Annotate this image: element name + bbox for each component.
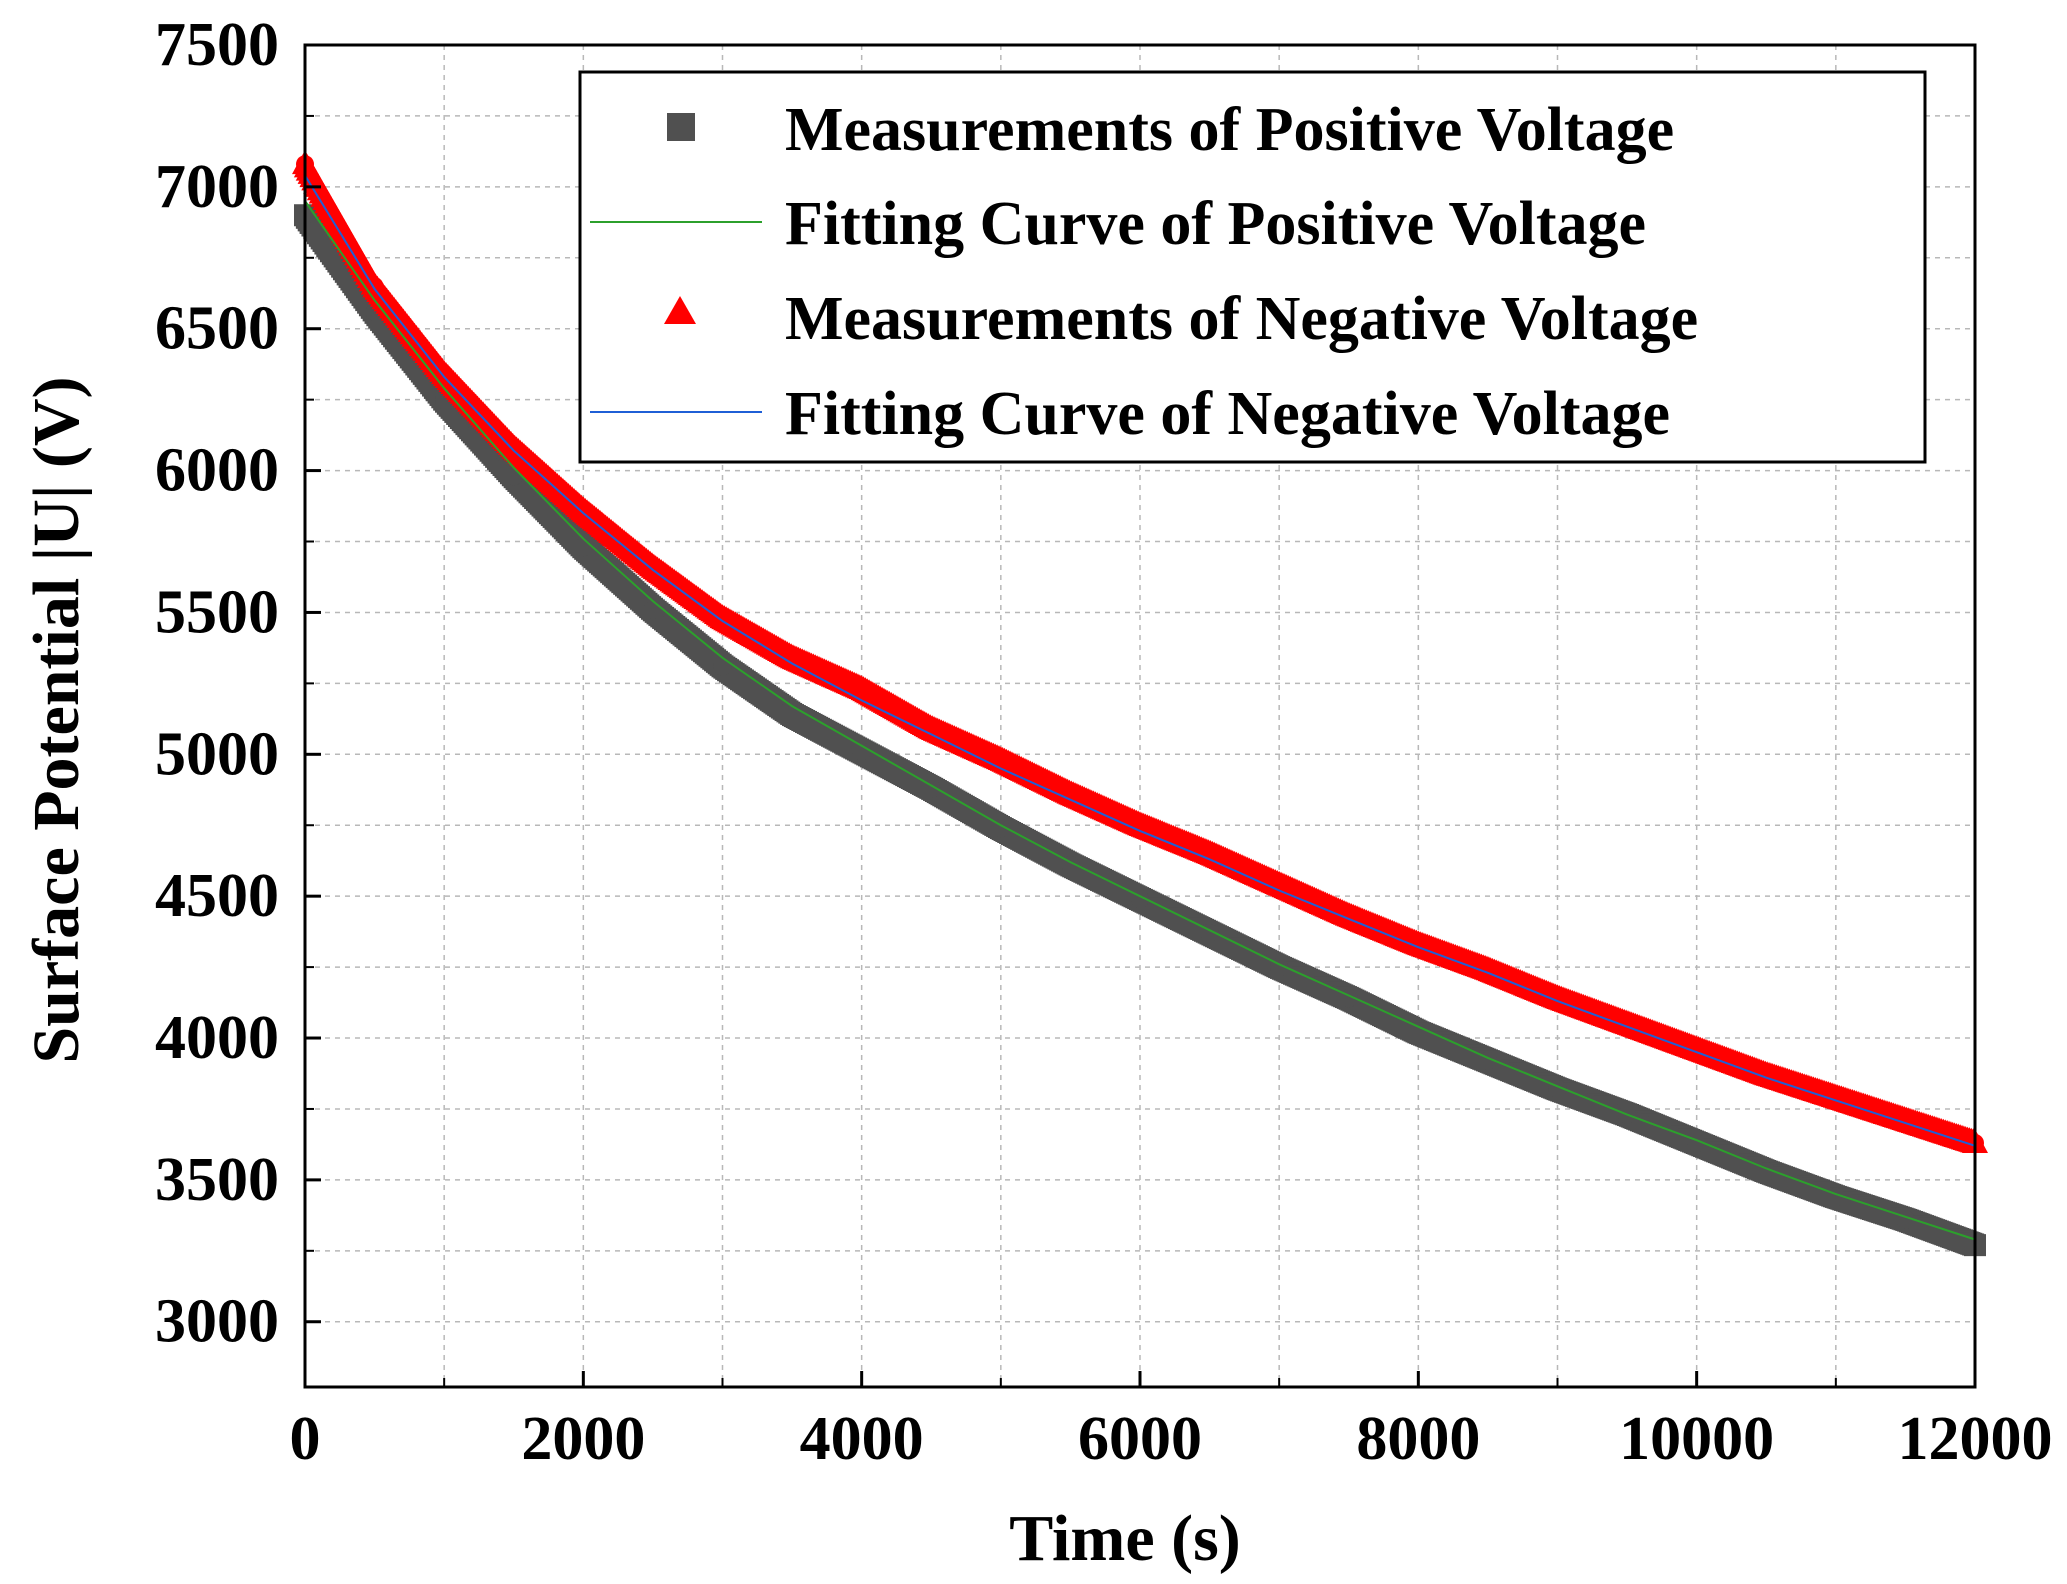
data-point [783, 705, 802, 724]
x-tick-label: 4000 [800, 1405, 924, 1473]
data-point [713, 657, 732, 676]
axis-ticks [303, 43, 1977, 1387]
y-axis-title: Surface Potential |U| (V) [20, 376, 93, 1063]
x-axis-title: Time (s) [1009, 1502, 1241, 1575]
legend-box [578, 70, 1927, 464]
y-tick-label: 3500 [155, 1146, 279, 1214]
data-point [643, 558, 662, 577]
legend-label-negative-measurements: Measurements of Negative Voltage [785, 285, 1698, 353]
legend-label-positive-fit: Fitting Curve of Positive Voltage [785, 190, 1646, 258]
fitting-curve-of-negative-voltage-line [304, 174, 1976, 1147]
y-tick-label: 7000 [155, 153, 279, 221]
data-point [504, 438, 523, 457]
data-point [574, 538, 593, 557]
x-tick-label: 12000 [1898, 1405, 2053, 1473]
x-tick-label: 6000 [1078, 1405, 1202, 1473]
y-tick-label: 5500 [155, 578, 279, 646]
x-tick-label: 10000 [1619, 1405, 1774, 1473]
data-point [435, 365, 454, 384]
y-tick-label: 5000 [155, 720, 279, 788]
legend-triangle-marker-icon [664, 296, 696, 324]
data-point [991, 750, 1010, 769]
y-tick-label: 7500 [155, 11, 279, 79]
data-point [574, 501, 593, 520]
axis-tick-labels: 0 2000 4000 6000 8000 10000 12000 3000 3500 4000 4… [155, 11, 2053, 1473]
fitting-curve-of-positive-voltage-line [304, 200, 1976, 1241]
legend: Measurements of Positive Voltage Fitting… [578, 70, 1927, 464]
y-tick-label: 4000 [155, 1004, 279, 1072]
legend-square-marker-icon [667, 113, 695, 141]
x-tick-label: 8000 [1356, 1405, 1480, 1473]
data-point [852, 680, 871, 699]
data-point [643, 600, 662, 619]
y-tick-label: 4500 [155, 862, 279, 930]
y-tick-label: 3000 [155, 1288, 279, 1356]
data-point [852, 742, 871, 761]
legend-label-negative-fit: Fitting Curve of Negative Voltage [785, 380, 1670, 448]
data-point [783, 648, 802, 667]
x-tick-label: 0 [290, 1405, 321, 1473]
y-tick-label: 6500 [155, 295, 279, 363]
y-tick-label: 6000 [155, 437, 279, 505]
legend-label-positive-measurements: Measurements of Positive Voltage [785, 96, 1674, 164]
data-series [292, 150, 1988, 1257]
x-tick-label: 2000 [521, 1405, 645, 1473]
